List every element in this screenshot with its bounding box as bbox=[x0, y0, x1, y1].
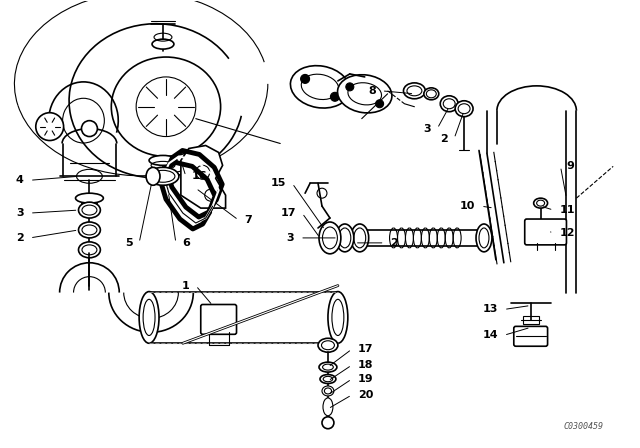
Text: 2: 2 bbox=[16, 233, 24, 243]
Polygon shape bbox=[181, 146, 225, 208]
Ellipse shape bbox=[424, 88, 439, 100]
Ellipse shape bbox=[79, 202, 100, 218]
Ellipse shape bbox=[337, 75, 392, 113]
Ellipse shape bbox=[76, 193, 103, 203]
Ellipse shape bbox=[455, 101, 473, 116]
Text: 2: 2 bbox=[440, 134, 448, 143]
Text: 17: 17 bbox=[358, 344, 373, 354]
FancyBboxPatch shape bbox=[201, 305, 237, 334]
Circle shape bbox=[346, 83, 354, 91]
Text: 3: 3 bbox=[287, 233, 294, 243]
Text: 17: 17 bbox=[281, 208, 296, 218]
Ellipse shape bbox=[318, 338, 338, 352]
Text: 3: 3 bbox=[16, 208, 24, 218]
Text: 2: 2 bbox=[390, 238, 398, 248]
Text: 13: 13 bbox=[483, 305, 498, 314]
Ellipse shape bbox=[152, 39, 174, 49]
Ellipse shape bbox=[440, 96, 458, 112]
Text: 9: 9 bbox=[566, 161, 574, 171]
Ellipse shape bbox=[139, 292, 159, 343]
Circle shape bbox=[330, 92, 339, 101]
Ellipse shape bbox=[79, 222, 100, 238]
Text: 1: 1 bbox=[182, 280, 190, 291]
Ellipse shape bbox=[403, 83, 426, 99]
Ellipse shape bbox=[147, 168, 179, 185]
Text: 18: 18 bbox=[358, 360, 373, 370]
Text: 7: 7 bbox=[244, 215, 252, 225]
Circle shape bbox=[36, 113, 63, 141]
Text: C0300459: C0300459 bbox=[563, 422, 604, 431]
Text: 5: 5 bbox=[125, 238, 133, 248]
Ellipse shape bbox=[336, 224, 354, 252]
Text: 3: 3 bbox=[424, 124, 431, 134]
FancyBboxPatch shape bbox=[525, 219, 566, 245]
Circle shape bbox=[81, 121, 97, 137]
Circle shape bbox=[322, 417, 334, 429]
Text: 8: 8 bbox=[368, 86, 376, 96]
Ellipse shape bbox=[320, 375, 336, 383]
Ellipse shape bbox=[328, 292, 348, 343]
Text: 4: 4 bbox=[16, 175, 24, 185]
Text: 12: 12 bbox=[559, 228, 575, 238]
Ellipse shape bbox=[291, 66, 349, 108]
Text: 11: 11 bbox=[559, 205, 575, 215]
Text: 14: 14 bbox=[483, 330, 498, 340]
Text: 16: 16 bbox=[192, 171, 207, 181]
Text: 6: 6 bbox=[182, 238, 189, 248]
Ellipse shape bbox=[149, 155, 177, 165]
Ellipse shape bbox=[322, 386, 334, 396]
Text: 15: 15 bbox=[271, 178, 286, 188]
Text: 19: 19 bbox=[358, 374, 373, 384]
Ellipse shape bbox=[319, 362, 337, 372]
Ellipse shape bbox=[319, 222, 341, 254]
Text: 20: 20 bbox=[358, 390, 373, 400]
Ellipse shape bbox=[351, 224, 369, 252]
Text: 10: 10 bbox=[460, 201, 475, 211]
Ellipse shape bbox=[323, 398, 333, 416]
Ellipse shape bbox=[146, 168, 160, 185]
FancyBboxPatch shape bbox=[514, 326, 548, 346]
Ellipse shape bbox=[534, 198, 548, 208]
Circle shape bbox=[376, 100, 383, 108]
Ellipse shape bbox=[79, 242, 100, 258]
FancyBboxPatch shape bbox=[523, 316, 539, 324]
Circle shape bbox=[301, 74, 310, 83]
Ellipse shape bbox=[476, 224, 492, 252]
